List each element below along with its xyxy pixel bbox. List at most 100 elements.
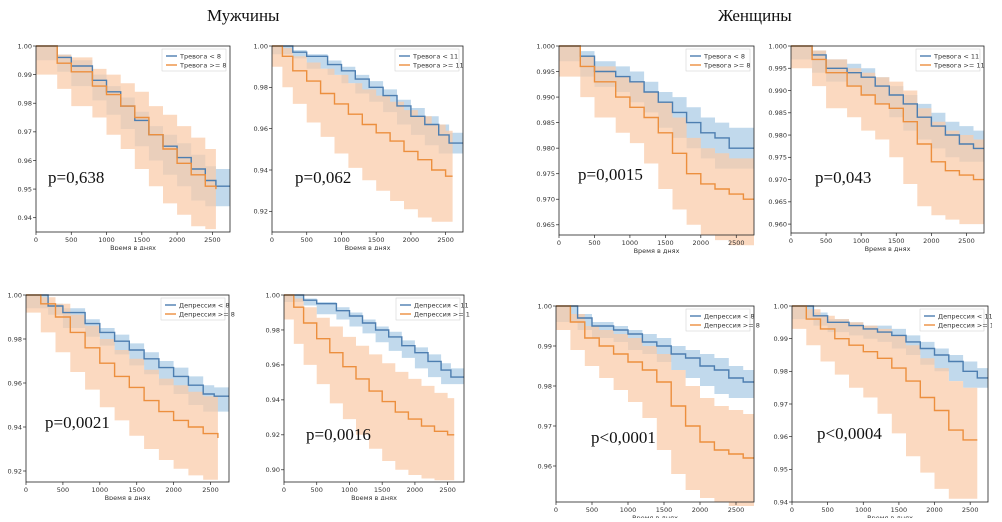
x-tick-label: 500 [821, 506, 833, 514]
survival-line-2 [272, 45, 453, 177]
x-tick-label: 2500 [204, 236, 221, 244]
survival-line-2 [36, 45, 217, 190]
legend-label-2: Тревога >= 11 [933, 61, 985, 69]
x-tick-label: 1000 [98, 236, 115, 244]
y-tick-label: 0.995 [536, 68, 555, 76]
x-tick-label: 2500 [958, 237, 975, 245]
survival-line-2 [559, 45, 754, 200]
x-axis-label: Время в днях [632, 514, 678, 518]
y-tick-label: 0.92 [254, 208, 268, 216]
y-tick-label: 0.975 [768, 154, 787, 162]
x-tick-label: 2000 [693, 239, 710, 247]
ci-band-2 [791, 46, 984, 225]
y-tick-label: 0.99 [538, 342, 552, 350]
x-tick-label: 1000 [333, 236, 350, 244]
y-tick-label: 1.00 [18, 42, 32, 50]
p-value-annotation: p=0,0021 [45, 413, 110, 432]
y-tick-label: 0.94 [8, 423, 22, 431]
legend-label-2: Тревога >= 8 [179, 61, 226, 69]
y-tick-label: 0.92 [266, 431, 280, 439]
x-tick-label: 0 [554, 506, 558, 514]
y-tick-label: 0.92 [8, 467, 22, 475]
y-tick-label: 0.975 [536, 170, 555, 178]
y-tick-label: 0.96 [18, 157, 32, 165]
y-tick-label: 0.96 [774, 433, 788, 441]
p-value-annotation: p=0,0016 [306, 425, 371, 444]
x-tick-label: 2000 [926, 506, 943, 514]
chart-panel-women-anxiety-11: 0 500 1000 1500 2000 2500 0.960 0.965 0.970 0.975… [762, 40, 990, 253]
legend-label-1: Депрессия < 11 [938, 312, 992, 320]
x-tick-label: 1000 [855, 506, 872, 514]
p-value-annotation: p=0,638 [48, 168, 104, 187]
ci-band-2 [26, 295, 218, 480]
chart-panel-women-anxiety-8: 0 500 1000 1500 2000 2500 0.965 0.970 0.975 0.980… [528, 40, 760, 255]
legend-label-2: Тревога >= 8 [703, 61, 750, 69]
x-tick-label: 1500 [134, 236, 151, 244]
x-tick-label: 2000 [923, 237, 940, 245]
x-tick-label: 0 [270, 236, 274, 244]
legend-box [685, 48, 751, 72]
survival-line-1 [36, 45, 230, 187]
legend-box [160, 297, 226, 321]
y-tick-label: 1.00 [254, 42, 268, 50]
x-axis-label: Время в днях [345, 244, 391, 250]
x-tick-label: 0 [34, 236, 38, 244]
legend-label-2: Депрессия >= 11 [938, 321, 992, 329]
y-tick-label: 0.96 [538, 462, 552, 470]
x-tick-label: 1500 [374, 486, 391, 494]
y-tick-label: 0.94 [774, 498, 788, 506]
x-tick-label: 2500 [437, 236, 454, 244]
legend-label-2: Депрессия >= 8 [179, 310, 235, 318]
survival-line-2 [792, 305, 978, 441]
x-tick-label: 1000 [622, 239, 639, 247]
y-tick-label: 0.960 [768, 220, 787, 228]
y-tick-label: 0.96 [266, 361, 280, 369]
y-tick-label: 0.98 [774, 368, 788, 376]
p-value-annotation: p=0,0015 [578, 165, 643, 184]
p-value-annotation: p<0,0001 [591, 428, 656, 447]
ci-band-2 [272, 46, 453, 222]
y-tick-label: 0.97 [538, 422, 552, 430]
x-tick-label: 0 [282, 486, 286, 494]
x-tick-label: 1000 [341, 486, 358, 494]
y-tick-label: 0.94 [266, 396, 280, 404]
y-tick-label: 0.980 [768, 131, 787, 139]
x-axis-label: Время в днях [865, 245, 911, 253]
y-tick-label: 0.98 [18, 100, 32, 108]
legend-label-1: Тревога < 8 [179, 52, 221, 60]
ci-band-2 [36, 46, 216, 230]
chart-panel-women-depression-8: 0 500 1000 1500 2000 2500 0.96 0.97 0.98 0.99 1.00… [528, 290, 760, 518]
y-tick-label: 0.95 [18, 185, 32, 193]
legend-label-1: Тревога < 11 [412, 52, 458, 60]
x-tick-label: 1500 [368, 236, 385, 244]
p-value-annotation: p=0,062 [295, 168, 351, 187]
legend-box [915, 48, 981, 72]
x-tick-label: 1000 [620, 506, 637, 514]
y-tick-label: 0.95 [774, 466, 788, 474]
y-tick-label: 1.000 [768, 42, 787, 50]
survival-line-1 [556, 305, 754, 383]
y-tick-label: 0.985 [768, 109, 787, 117]
legend-label-1: Депрессия < 8 [179, 301, 229, 309]
survival-line-2 [556, 305, 754, 459]
plot-frame [25, 294, 230, 483]
legend-box [919, 308, 985, 332]
x-tick-label: 2500 [962, 506, 979, 514]
x-tick-label: 1500 [128, 486, 145, 494]
legend-label-1: Тревога < 11 [933, 52, 979, 60]
legend-label-2: Депрессия >= 11 [414, 310, 470, 318]
survival-line-1 [284, 294, 464, 378]
y-tick-label: 0.970 [768, 176, 787, 184]
y-tick-label: 0.90 [266, 466, 280, 474]
x-tick-label: 500 [588, 239, 600, 247]
legend-label-1: Депрессия < 11 [414, 301, 469, 309]
chart-panel-men-anxiety-8: 0 500 1000 1500 2000 2500 0.94 0.95 0.96 0.97 0.98… [8, 40, 236, 250]
x-tick-label: 2500 [728, 239, 745, 247]
x-tick-label: 1500 [657, 239, 674, 247]
x-axis-label: Время в днях [867, 514, 913, 518]
legend-label-2: Тревога >= 11 [412, 61, 464, 69]
y-tick-label: 1.000 [536, 42, 555, 50]
x-tick-label: 500 [311, 486, 323, 494]
chart-panel-women-depression-11: 0 500 1000 1500 2000 2500 0.94 0.95 0.96 0.97 0.98… [762, 290, 992, 518]
p-value-annotation: p<0,0004 [817, 424, 882, 443]
